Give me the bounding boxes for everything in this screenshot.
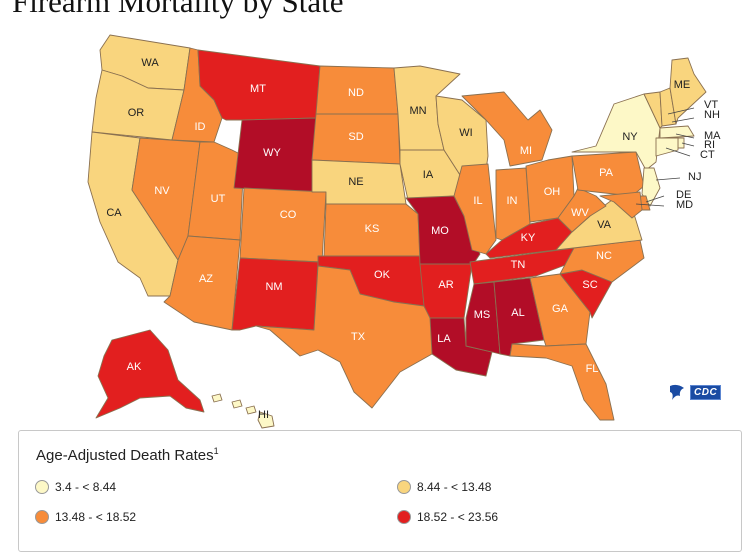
state-ak[interactable] bbox=[95, 329, 205, 419]
state-ma[interactable] bbox=[659, 125, 695, 139]
hhs-eagle-icon bbox=[670, 384, 684, 400]
state-label-nh: NH bbox=[704, 109, 720, 121]
state-co[interactable] bbox=[239, 187, 327, 263]
state-nm[interactable] bbox=[231, 257, 319, 331]
state-wv[interactable] bbox=[557, 187, 607, 233]
state-la[interactable] bbox=[429, 317, 493, 377]
state-label-az: AZ bbox=[199, 273, 213, 285]
state-label-la: LA bbox=[437, 333, 451, 345]
state-md[interactable] bbox=[599, 191, 643, 219]
us-choropleth-map: WA OR CA ID NV UT AZ MT WY CO NM ND SD NE KS OK TX MN IA MO… bbox=[87, 34, 721, 429]
legend-item: 3.4 - < 8.44 bbox=[35, 480, 116, 494]
state-label-ar: AR bbox=[438, 279, 453, 291]
state-label-mi: MI bbox=[520, 145, 532, 157]
legend-title-text: Age-Adjusted Death Rates bbox=[36, 447, 214, 464]
legend-item: 18.52 - < 23.56 bbox=[397, 510, 498, 524]
state-label-ct: CT bbox=[700, 149, 715, 161]
cdc-logo-text: CDC bbox=[690, 384, 722, 400]
state-label-mt: MT bbox=[250, 83, 266, 95]
state-tx[interactable] bbox=[255, 265, 433, 409]
state-label-ut: UT bbox=[211, 193, 226, 205]
state-label-ok: OK bbox=[374, 269, 391, 281]
state-label-wv: WV bbox=[571, 207, 589, 219]
state-il[interactable] bbox=[453, 163, 497, 255]
state-label-pa: PA bbox=[599, 167, 614, 179]
state-label-id: ID bbox=[195, 121, 206, 133]
state-label-wi: WI bbox=[459, 127, 472, 139]
legend-swatch bbox=[397, 480, 411, 494]
legend-swatch bbox=[397, 510, 411, 524]
state-label-al: AL bbox=[511, 307, 524, 319]
state-label-ky: KY bbox=[521, 232, 536, 244]
state-label-in: IN bbox=[507, 195, 518, 207]
state-label-ny: NY bbox=[622, 131, 638, 143]
state-label-ma: MA bbox=[704, 130, 721, 142]
state-label-ms: MS bbox=[474, 309, 491, 321]
page-title: Firearm Mortality by State bbox=[12, 0, 344, 19]
state-mi[interactable] bbox=[461, 91, 553, 167]
legend-footnote: 1 bbox=[213, 446, 219, 456]
state-label-ca: CA bbox=[106, 207, 122, 219]
state-ct[interactable] bbox=[655, 137, 679, 157]
state-label-vt: VT bbox=[704, 99, 718, 111]
state-pa[interactable] bbox=[571, 151, 645, 197]
state-label-wy: WY bbox=[263, 147, 281, 159]
state-label-nv: NV bbox=[154, 185, 170, 197]
state-label-sc: SC bbox=[582, 279, 597, 291]
state-label-nd: ND bbox=[348, 87, 364, 99]
state-label-co: CO bbox=[280, 209, 297, 221]
state-label-il: IL bbox=[473, 195, 482, 207]
state-label-de: DE bbox=[676, 189, 691, 201]
state-label-nc: NC bbox=[596, 250, 612, 262]
legend-label: 13.48 - < 18.52 bbox=[55, 510, 137, 524]
state-label-va: VA bbox=[597, 219, 612, 231]
legend-title: Age-Adjusted Death Rates1 bbox=[36, 446, 219, 464]
state-label-wa: WA bbox=[141, 57, 159, 69]
legend: Age-Adjusted Death Rates1 3.4 - < 8.44 8… bbox=[18, 430, 742, 552]
state-label-tn: TN bbox=[511, 259, 526, 271]
state-label-nm: NM bbox=[265, 281, 282, 293]
state-label-mn: MN bbox=[409, 105, 426, 117]
legend-swatch bbox=[35, 480, 49, 494]
state-label-md: MD bbox=[676, 199, 693, 211]
legend-label: 3.4 - < 8.44 bbox=[55, 480, 117, 494]
state-label-oh: OH bbox=[544, 186, 561, 198]
state-me[interactable] bbox=[669, 57, 707, 125]
state-label-mo: MO bbox=[431, 225, 449, 237]
state-label-sd: SD bbox=[348, 131, 363, 143]
state-label-ne: NE bbox=[348, 176, 363, 188]
state-label-ia: IA bbox=[423, 169, 434, 181]
state-label-ak: AK bbox=[127, 361, 142, 373]
state-label-tx: TX bbox=[351, 331, 366, 343]
state-ar[interactable] bbox=[419, 263, 473, 319]
legend-item: 8.44 - < 13.48 bbox=[397, 480, 491, 494]
legend-item: 13.48 - < 18.52 bbox=[35, 510, 136, 524]
state-label-ri: RI bbox=[704, 139, 715, 151]
state-label-me: ME bbox=[674, 79, 691, 91]
cdc-logo: CDC bbox=[668, 382, 722, 402]
legend-swatch bbox=[35, 510, 49, 524]
state-az[interactable] bbox=[163, 235, 241, 331]
state-label-nj: NJ bbox=[688, 171, 701, 183]
state-label-ga: GA bbox=[552, 303, 569, 315]
state-fl[interactable] bbox=[509, 343, 615, 421]
legend-label: 8.44 - < 13.48 bbox=[417, 480, 492, 494]
state-label-fl: FL bbox=[586, 363, 599, 375]
state-label-hi: HI bbox=[258, 409, 269, 421]
state-label-or: OR bbox=[128, 107, 145, 119]
state-label-ks: KS bbox=[365, 223, 380, 235]
legend-label: 18.52 - < 23.56 bbox=[417, 510, 499, 524]
state-hi[interactable] bbox=[211, 393, 275, 429]
